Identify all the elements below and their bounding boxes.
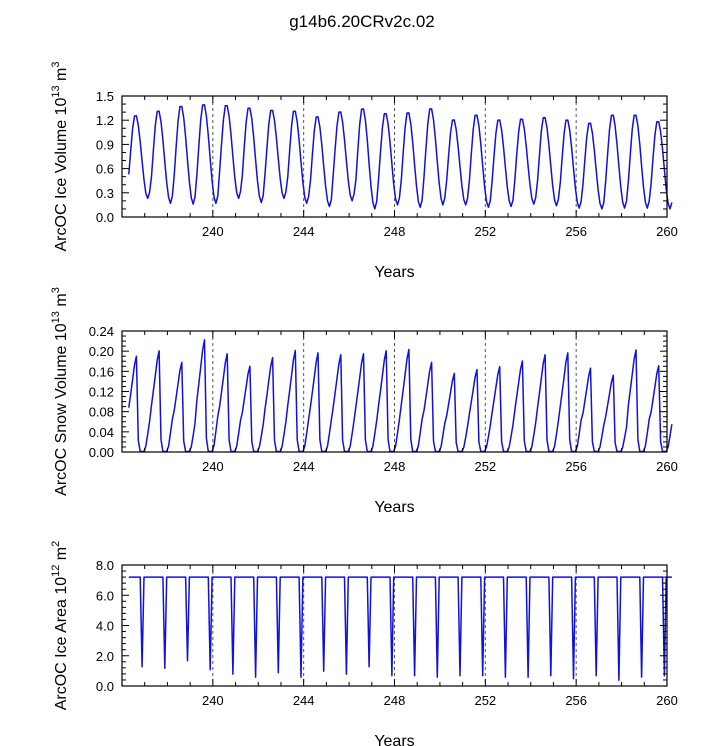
ice-volume-ytick-label: 1.2	[96, 113, 114, 128]
snow-volume-panel: 240 244 248 252 256 260 0.00 0.04 0.08 0.12 0.16 0.…	[50, 287, 678, 516]
snow-volume-ytick-label: 0.24	[89, 324, 114, 339]
ice-area-xlabel: Years	[374, 733, 414, 746]
ice-volume-xtick-label: 256	[565, 224, 587, 239]
snow-volume-ylabel-part: ArcOC Snow Volume 10	[53, 323, 70, 496]
figure-title: g14b6.20CRv2c.02	[289, 12, 435, 31]
ice-volume-ylabel: ArcOC Ice Volume 1013 m3	[50, 62, 70, 252]
snow-volume-xtick-label: 240	[202, 459, 224, 474]
ice-area-ytick-label: 6.0	[96, 588, 114, 603]
snow-volume-xtick-label: 256	[565, 459, 587, 474]
ice-volume-xtick-label: 244	[293, 224, 315, 239]
snow-volume-xtick-label: 260	[656, 459, 678, 474]
ice-volume-panel: 240 244 248 252 256 260 0.0 0.3 0.6 0.9 1.2 1.5 Year…	[50, 62, 678, 282]
ice-volume-series-line	[128, 104, 673, 210]
ice-area-ylabel: ArcOC Ice Area 1012 m2	[50, 541, 70, 711]
ice-area-ylabel-part: ArcOC Ice Area 10	[53, 577, 70, 710]
ice-volume-ylabel-part: m	[53, 68, 70, 86]
ice-area-ytick-label: 0.0	[96, 679, 114, 694]
ice-volume-ylabel-part: ArcOC Ice Volume 10	[53, 98, 70, 252]
ice-volume-ytick-label: 0.3	[96, 186, 114, 201]
snow-volume-ytick-label: 0.12	[89, 385, 114, 400]
ice-volume-xlabel: Years	[374, 264, 414, 281]
ice-area-xtick-label: 244	[293, 693, 315, 708]
ice-area-xtick-label: 240	[202, 693, 224, 708]
snow-volume-ytick-label: 0.00	[89, 445, 114, 460]
ice-area-xtick-label: 252	[474, 693, 496, 708]
ice-volume-xtick-label: 240	[202, 224, 224, 239]
ice-volume-xtick-label: 252	[474, 224, 496, 239]
snow-volume-ylabel-part: 13	[50, 311, 62, 323]
snow-volume-ytick-label: 0.20	[89, 344, 114, 359]
ice-volume-xtick-label: 260	[656, 224, 678, 239]
ice-volume-xtick-label: 248	[384, 224, 406, 239]
snow-volume-ylabel-part: m	[53, 293, 70, 311]
snow-volume-ytick-label: 0.04	[89, 425, 114, 440]
ice-volume-ytick-label: 1.5	[96, 89, 114, 104]
snow-volume-ytick-label: 0.16	[89, 364, 114, 379]
ice-area-ytick-label: 4.0	[96, 619, 114, 634]
snow-volume-series-line	[128, 339, 673, 453]
snow-volume-ylabel: ArcOC Snow Volume 1013 m3	[50, 287, 70, 496]
ice-area-ytick-label: 8.0	[96, 558, 114, 573]
snow-volume-ytick-label: 0.08	[89, 405, 114, 420]
ice-area-xtick-label: 260	[656, 693, 678, 708]
snow-volume-xtick-label: 244	[293, 459, 315, 474]
ice-volume-ylabel-part: 13	[50, 85, 62, 97]
ice-area-xtick-label: 256	[565, 693, 587, 708]
ice-volume-ytick-label: 0.6	[96, 162, 114, 177]
ice-area-xtick-label: 248	[384, 693, 406, 708]
ice-area-series-line	[128, 576, 672, 681]
snow-volume-xtick-label: 248	[384, 459, 406, 474]
ice-volume-ytick-label: 0.0	[96, 210, 114, 225]
ice-area-ytick-label: 2.0	[96, 649, 114, 664]
snow-volume-xlabel: Years	[374, 499, 414, 516]
ice-area-panel: 240 244 248 252 256 260 0.0 2.0 4.0 6.0 8.0 Years Ar…	[50, 541, 678, 746]
snow-volume-xtick-label: 252	[474, 459, 496, 474]
ice-area-ylabel-part: 12	[50, 565, 62, 577]
ice-volume-ylabel-part: 3	[50, 62, 62, 68]
snow-volume-ylabel-part: 3	[50, 287, 62, 293]
ice-area-ylabel-part: m	[53, 547, 70, 565]
ice-area-ylabel-part: 2	[50, 541, 62, 547]
ice-volume-ytick-label: 0.9	[96, 137, 114, 152]
